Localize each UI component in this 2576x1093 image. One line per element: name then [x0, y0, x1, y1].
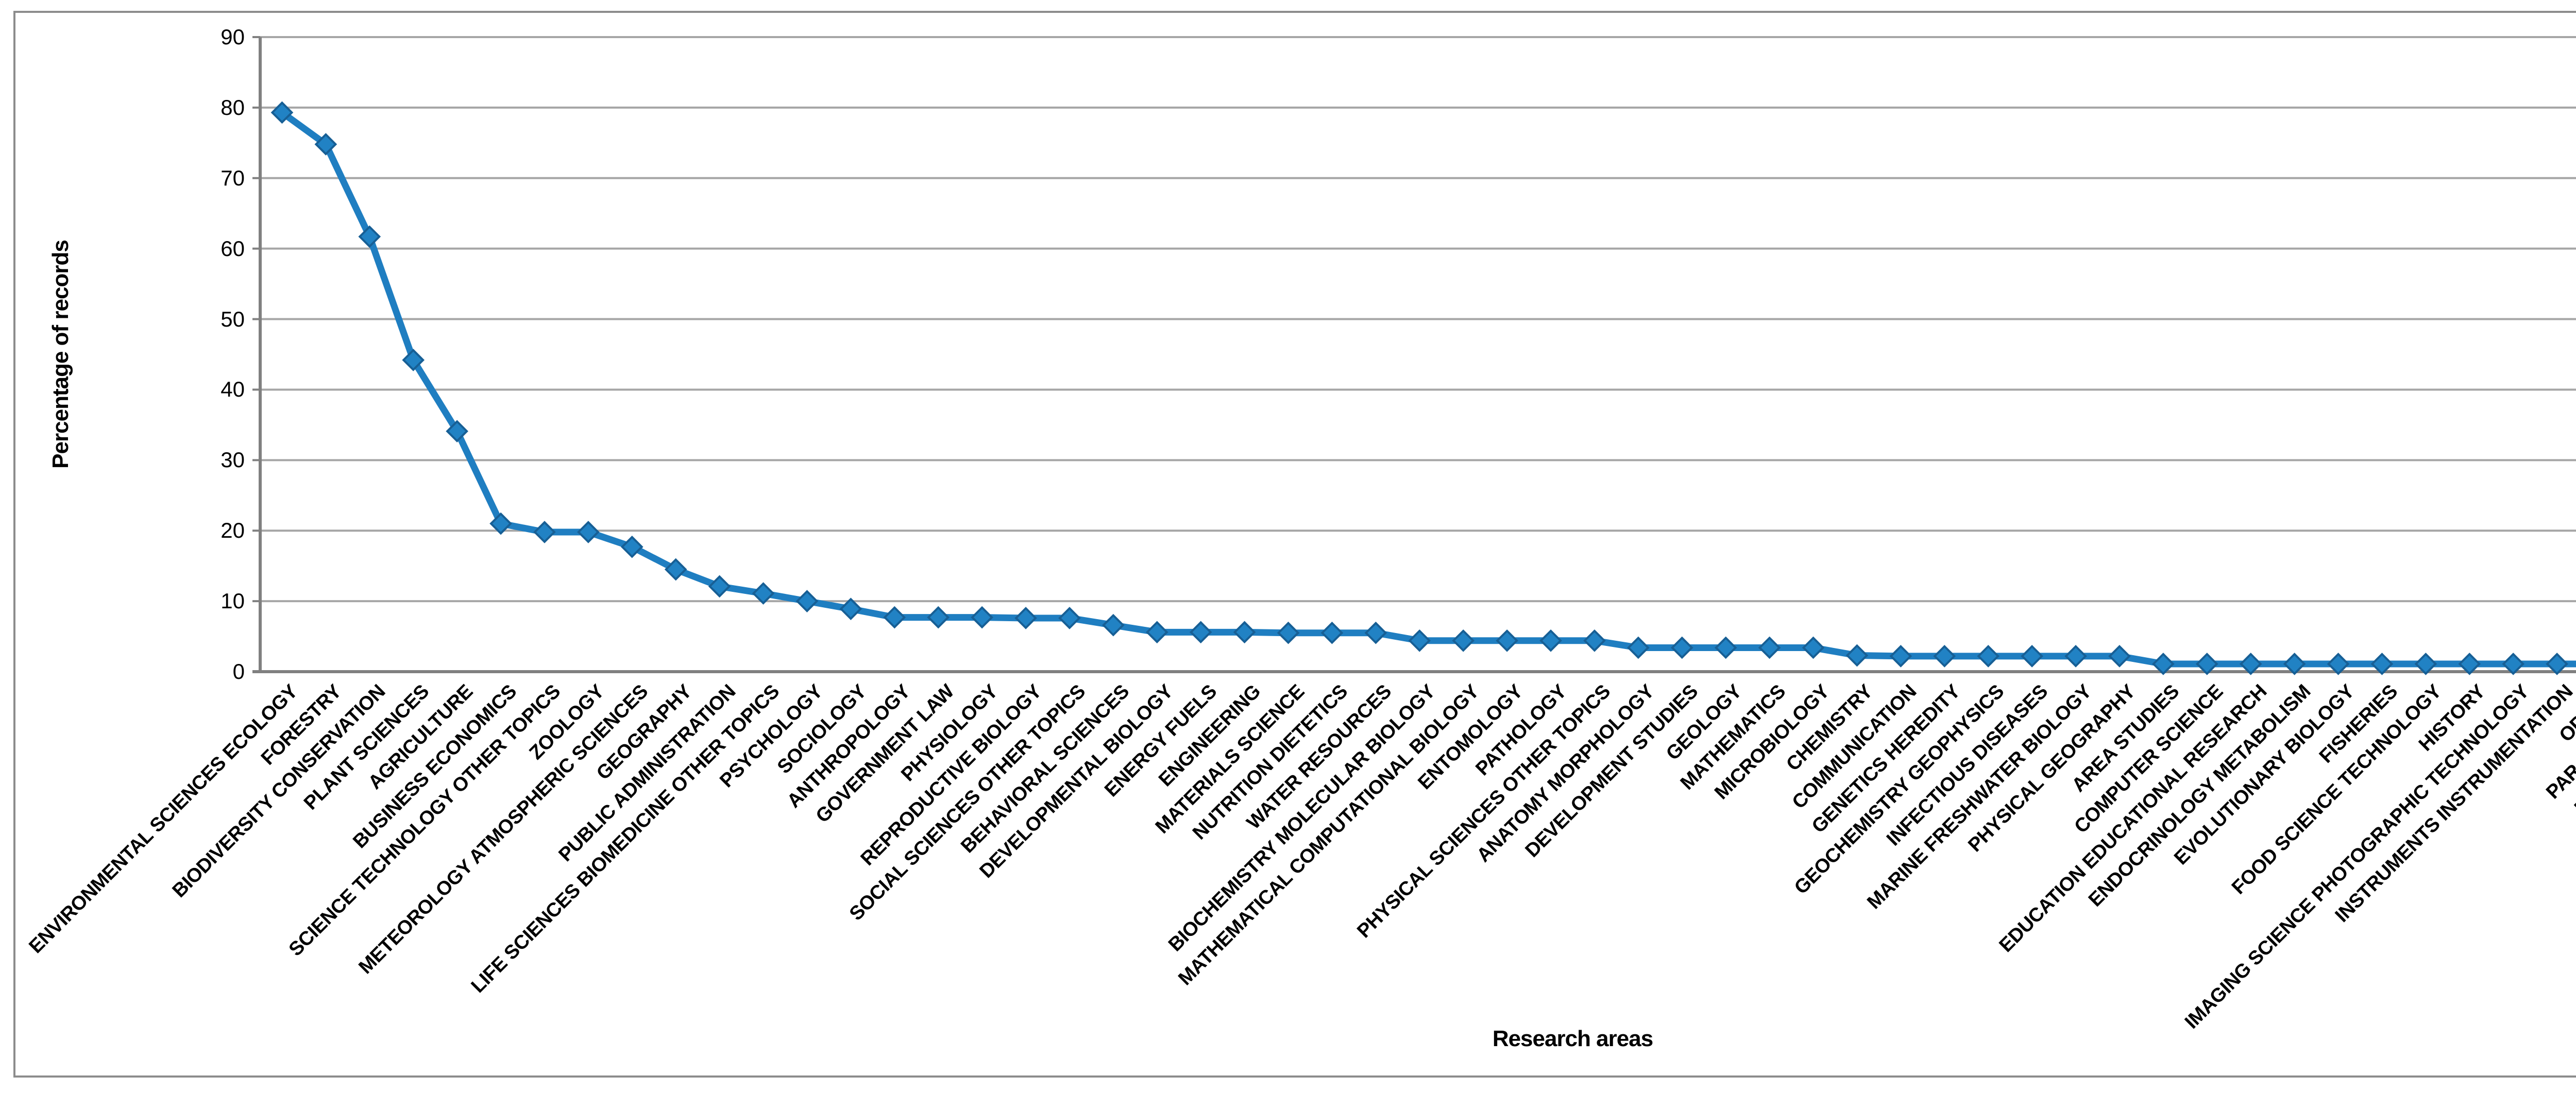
data-point-marker	[1233, 621, 1256, 644]
data-point-marker	[1977, 645, 2000, 668]
y-axis-tick-label: 60	[221, 236, 245, 261]
data-point-marker	[2414, 653, 2437, 675]
data-point-marker	[971, 606, 993, 629]
data-point-marker	[2152, 653, 2175, 675]
data-point-marker	[1758, 636, 1781, 659]
data-point-marker	[1802, 636, 1825, 659]
data-point-marker	[489, 512, 512, 535]
y-axis-title: Percentage of records	[48, 240, 73, 469]
data-point-marker	[795, 590, 819, 612]
data-point-marker	[2546, 653, 2568, 675]
data-point-marker	[270, 101, 294, 124]
data-point-marker	[577, 521, 600, 543]
y-axis-tick-label: 50	[221, 306, 245, 331]
y-axis-tick-label: 10	[221, 589, 245, 613]
data-point-marker	[1933, 645, 1956, 668]
data-point-marker	[620, 535, 643, 558]
data-point-marker	[1670, 636, 1693, 659]
data-point-marker	[1845, 644, 1869, 667]
data-point-marker	[446, 420, 468, 443]
data-point-marker	[1889, 645, 1912, 668]
y-axis-tick-label: 40	[221, 377, 245, 402]
data-point-marker	[314, 133, 337, 156]
data-point-marker	[708, 575, 731, 598]
data-series-line	[278, 109, 2576, 668]
data-point-marker	[1145, 621, 1168, 644]
data-point-marker	[1364, 621, 1387, 644]
data-point-marker	[664, 558, 687, 581]
data-point-marker	[2195, 653, 2218, 675]
data-point-marker	[533, 521, 556, 543]
data-point-marker	[2458, 653, 2481, 675]
data-point-marker	[358, 225, 381, 248]
data-point-marker	[1408, 629, 1431, 652]
data-point-marker	[1627, 636, 1650, 659]
data-point-marker	[2239, 653, 2262, 675]
y-axis-tick-label: 20	[221, 518, 245, 543]
data-point-marker	[1452, 629, 1475, 652]
data-point-marker	[1583, 629, 1606, 652]
figure-border	[13, 11, 2576, 1078]
data-point-marker	[1014, 607, 1037, 629]
y-axis-tick-label: 80	[221, 95, 245, 119]
data-point-marker	[883, 606, 906, 629]
data-point-marker	[2021, 645, 2043, 668]
data-point-marker	[1539, 629, 1562, 652]
data-point-marker	[1189, 621, 1212, 644]
data-point-marker	[1714, 636, 1737, 659]
data-point-marker	[2502, 653, 2525, 675]
data-point-marker	[839, 597, 862, 620]
data-point-marker	[752, 582, 775, 605]
data-point-marker	[2283, 653, 2306, 675]
data-point-marker	[2064, 645, 2087, 668]
x-axis-title: Research areas	[1492, 1026, 1653, 1051]
y-axis-tick-label: 30	[221, 448, 245, 472]
y-axis-tick-label: 0	[232, 659, 245, 684]
data-point-marker	[927, 606, 950, 629]
data-point-marker	[2327, 653, 2350, 675]
data-point-marker	[1277, 621, 1300, 644]
data-point-marker	[1320, 621, 1344, 644]
data-point-marker	[1102, 613, 1125, 637]
data-point-marker	[2108, 645, 2131, 668]
y-axis-tick-label: 70	[221, 165, 245, 190]
y-axis-tick-label: 90	[221, 25, 245, 49]
data-point-marker	[2370, 653, 2394, 675]
data-point-marker	[1058, 607, 1081, 629]
data-point-marker	[402, 349, 425, 371]
data-point-marker	[1496, 629, 1518, 652]
